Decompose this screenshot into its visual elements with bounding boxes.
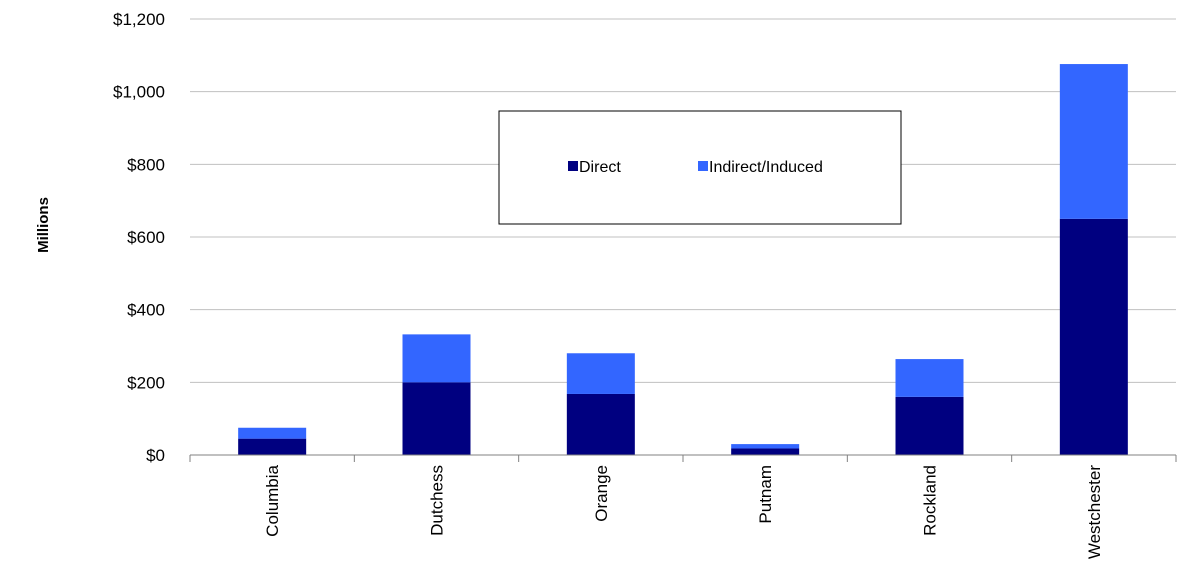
x-tick-label-dutchess: Dutchess bbox=[428, 465, 447, 536]
bar-orange-direct bbox=[566, 393, 635, 455]
bar-westchester-direct bbox=[1059, 218, 1128, 455]
axes bbox=[189, 454, 1177, 462]
bar-putnam-direct bbox=[731, 448, 800, 455]
x-tick-label-columbia: Columbia bbox=[263, 464, 282, 536]
y-axis-title: Millions bbox=[35, 197, 52, 253]
y-tick-label: $1,200 bbox=[113, 10, 165, 29]
y-tick-label: $200 bbox=[127, 373, 165, 392]
legend-swatch-direct bbox=[568, 161, 578, 171]
bar-dutchess-indirect-induced bbox=[402, 334, 471, 383]
bar-dutchess-direct bbox=[402, 382, 471, 455]
bar-rockland-indirect-induced bbox=[895, 359, 964, 397]
y-tick-label: $0 bbox=[146, 446, 165, 465]
bar-rockland-direct bbox=[895, 396, 964, 455]
legend-label-indirect-induced: Indirect/Induced bbox=[709, 159, 823, 176]
gridlines bbox=[190, 18, 1176, 383]
y-tick-label: $1,000 bbox=[113, 83, 165, 102]
y-tick-label: $800 bbox=[127, 155, 165, 174]
y-tick-label: $400 bbox=[127, 301, 165, 320]
legend-swatch-indirect-induced bbox=[698, 161, 708, 171]
x-tick-labels: Columbia Dutchess Orange Putnam Rockland West… bbox=[263, 464, 1104, 559]
x-tick-label-orange: Orange bbox=[592, 465, 611, 522]
x-tick-label-westchester: Westchester bbox=[1085, 465, 1104, 560]
bar-putnam-indirect-induced bbox=[731, 444, 800, 449]
legend-label-direct: Direct bbox=[579, 159, 621, 176]
bar-columbia-direct bbox=[238, 438, 307, 455]
y-tick-label: $600 bbox=[127, 228, 165, 247]
x-tick-label-putnam: Putnam bbox=[756, 465, 775, 524]
x-tick-label-rockland: Rockland bbox=[921, 465, 940, 536]
legend: Direct Indirect/Induced bbox=[498, 110, 902, 225]
bar-columbia-indirect-induced bbox=[238, 427, 307, 439]
bars bbox=[238, 64, 1128, 455]
y-tick-labels: $0 $200 $400 $600 $800 $1,000 $1,200 bbox=[113, 10, 165, 465]
bar-orange-indirect-induced bbox=[566, 353, 635, 394]
bar-westchester-indirect-induced bbox=[1059, 64, 1128, 219]
